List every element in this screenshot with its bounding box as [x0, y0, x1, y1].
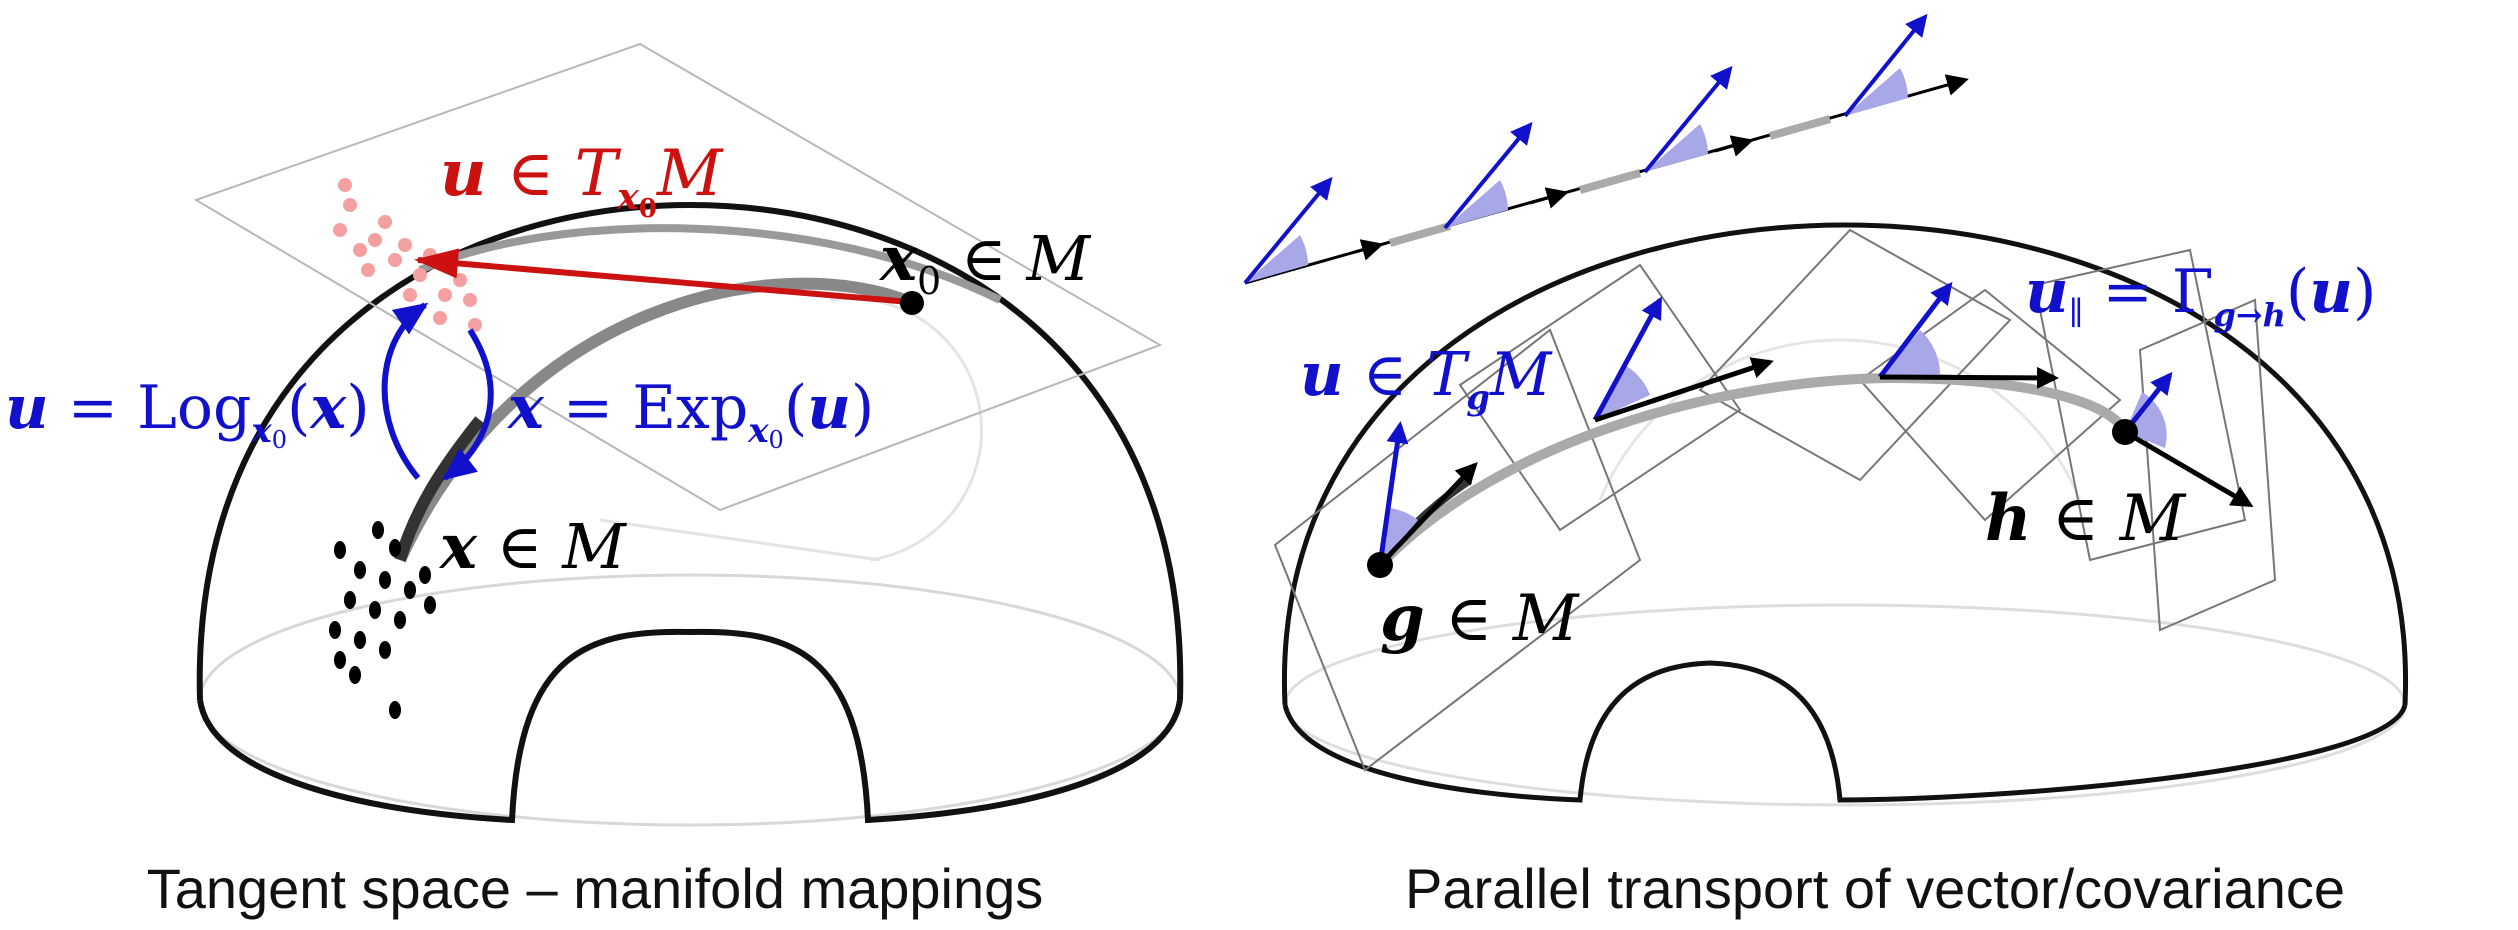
point-h	[2112, 419, 2138, 445]
exp-map-arrow-icon	[441, 328, 494, 481]
manifold-point-label: x ∈ M	[438, 510, 627, 583]
tangent-plane-icon	[193, 42, 1163, 512]
transported-vector-label: u∥ = Γg→h(u)	[2025, 257, 2376, 334]
point-g	[1367, 552, 1393, 578]
manifold-point-cloud	[329, 521, 436, 719]
left-caption: Tangent space – manifold mappings	[147, 857, 1044, 920]
left-panel: u ∈ Tx0M x0 ∈ M x ∈ M u = Logx0(x) x = E…	[5, 42, 1184, 920]
transported-vector-icon	[1377, 281, 2254, 567]
tangent-space-label: u ∈ Tx0M	[440, 136, 724, 224]
tangent-g-label: u ∈ TgM	[1300, 340, 1553, 418]
right-panel: u ∈ TgM u∥ = Γg→h(u) g ∈ M h ∈ M Paralle…	[1243, 13, 2409, 920]
tangent-vector-arrow	[414, 248, 911, 305]
flat-transport-line-icon	[1243, 13, 1969, 285]
base-point-x0	[900, 291, 924, 315]
base-point-label: x0 ∈ M	[878, 222, 1091, 303]
right-caption: Parallel transport of vector/covariance	[1405, 857, 2345, 920]
geodesic-curve	[1376, 372, 2130, 569]
exp-map-label: x = Expx0(u)	[506, 373, 874, 454]
log-map-arrow-icon	[381, 302, 429, 480]
point-g-label: g ∈ M	[1380, 581, 1580, 656]
hemisphere-manifold-icon	[196, 201, 1184, 827]
log-map-label: u = Logx0(x)	[5, 373, 370, 454]
tangent-plane-icon	[1273, 228, 2277, 772]
point-h-label: h ∈ M	[1985, 481, 2187, 556]
hemisphere-manifold-icon	[1281, 222, 2409, 807]
